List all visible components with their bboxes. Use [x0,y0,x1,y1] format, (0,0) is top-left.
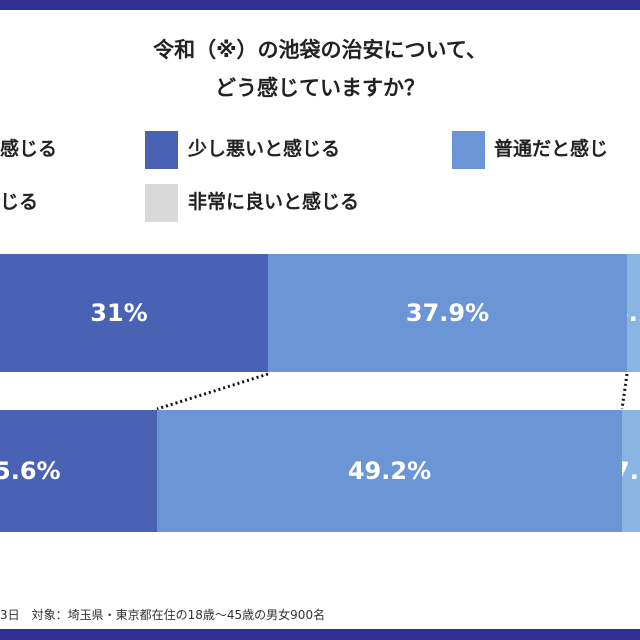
data-label: 31% [90,299,148,327]
bottom-band [0,629,640,640]
bar-segment: 31% [0,254,268,372]
connector-lines [156,372,629,410]
legend-swatch-4 [145,184,178,222]
bar-segment: 37.9% [268,254,627,372]
connector-line [156,372,269,410]
top-band [0,0,640,10]
footer-note: 3日 対象：埼玉県・東京都在住の18歳～45歳の男女900名 [0,608,326,622]
legend-swatch-2 [452,131,485,169]
data-label: 37.9% [405,299,490,327]
legend-label-2: 普通だと感じ [494,138,609,160]
connector-line [620,373,629,410]
bar-segment: 6. [627,254,640,372]
chart-title-line1: 令和（※）の池袋の治安について、 [153,38,487,62]
legend-label-0: 感じる [0,138,58,160]
data-label: 49.2% [347,457,432,485]
chart-title-line2: どう感じていますか？ [215,76,425,100]
legend-swatch-1 [145,131,178,169]
legend-label-1: 少し悪いと感じる [188,138,341,160]
legend-label-3: じる [0,191,39,213]
data-label: 7. [622,457,639,485]
legend-label-4: 非常に良いと感じる [188,191,360,213]
bar-segment: 49.2% [157,410,622,532]
data-label: 6. [627,299,638,327]
data-label: 5.6% [0,457,61,485]
bar-segment: 5.6% [0,410,157,532]
bar-segment: 7. [622,410,640,532]
